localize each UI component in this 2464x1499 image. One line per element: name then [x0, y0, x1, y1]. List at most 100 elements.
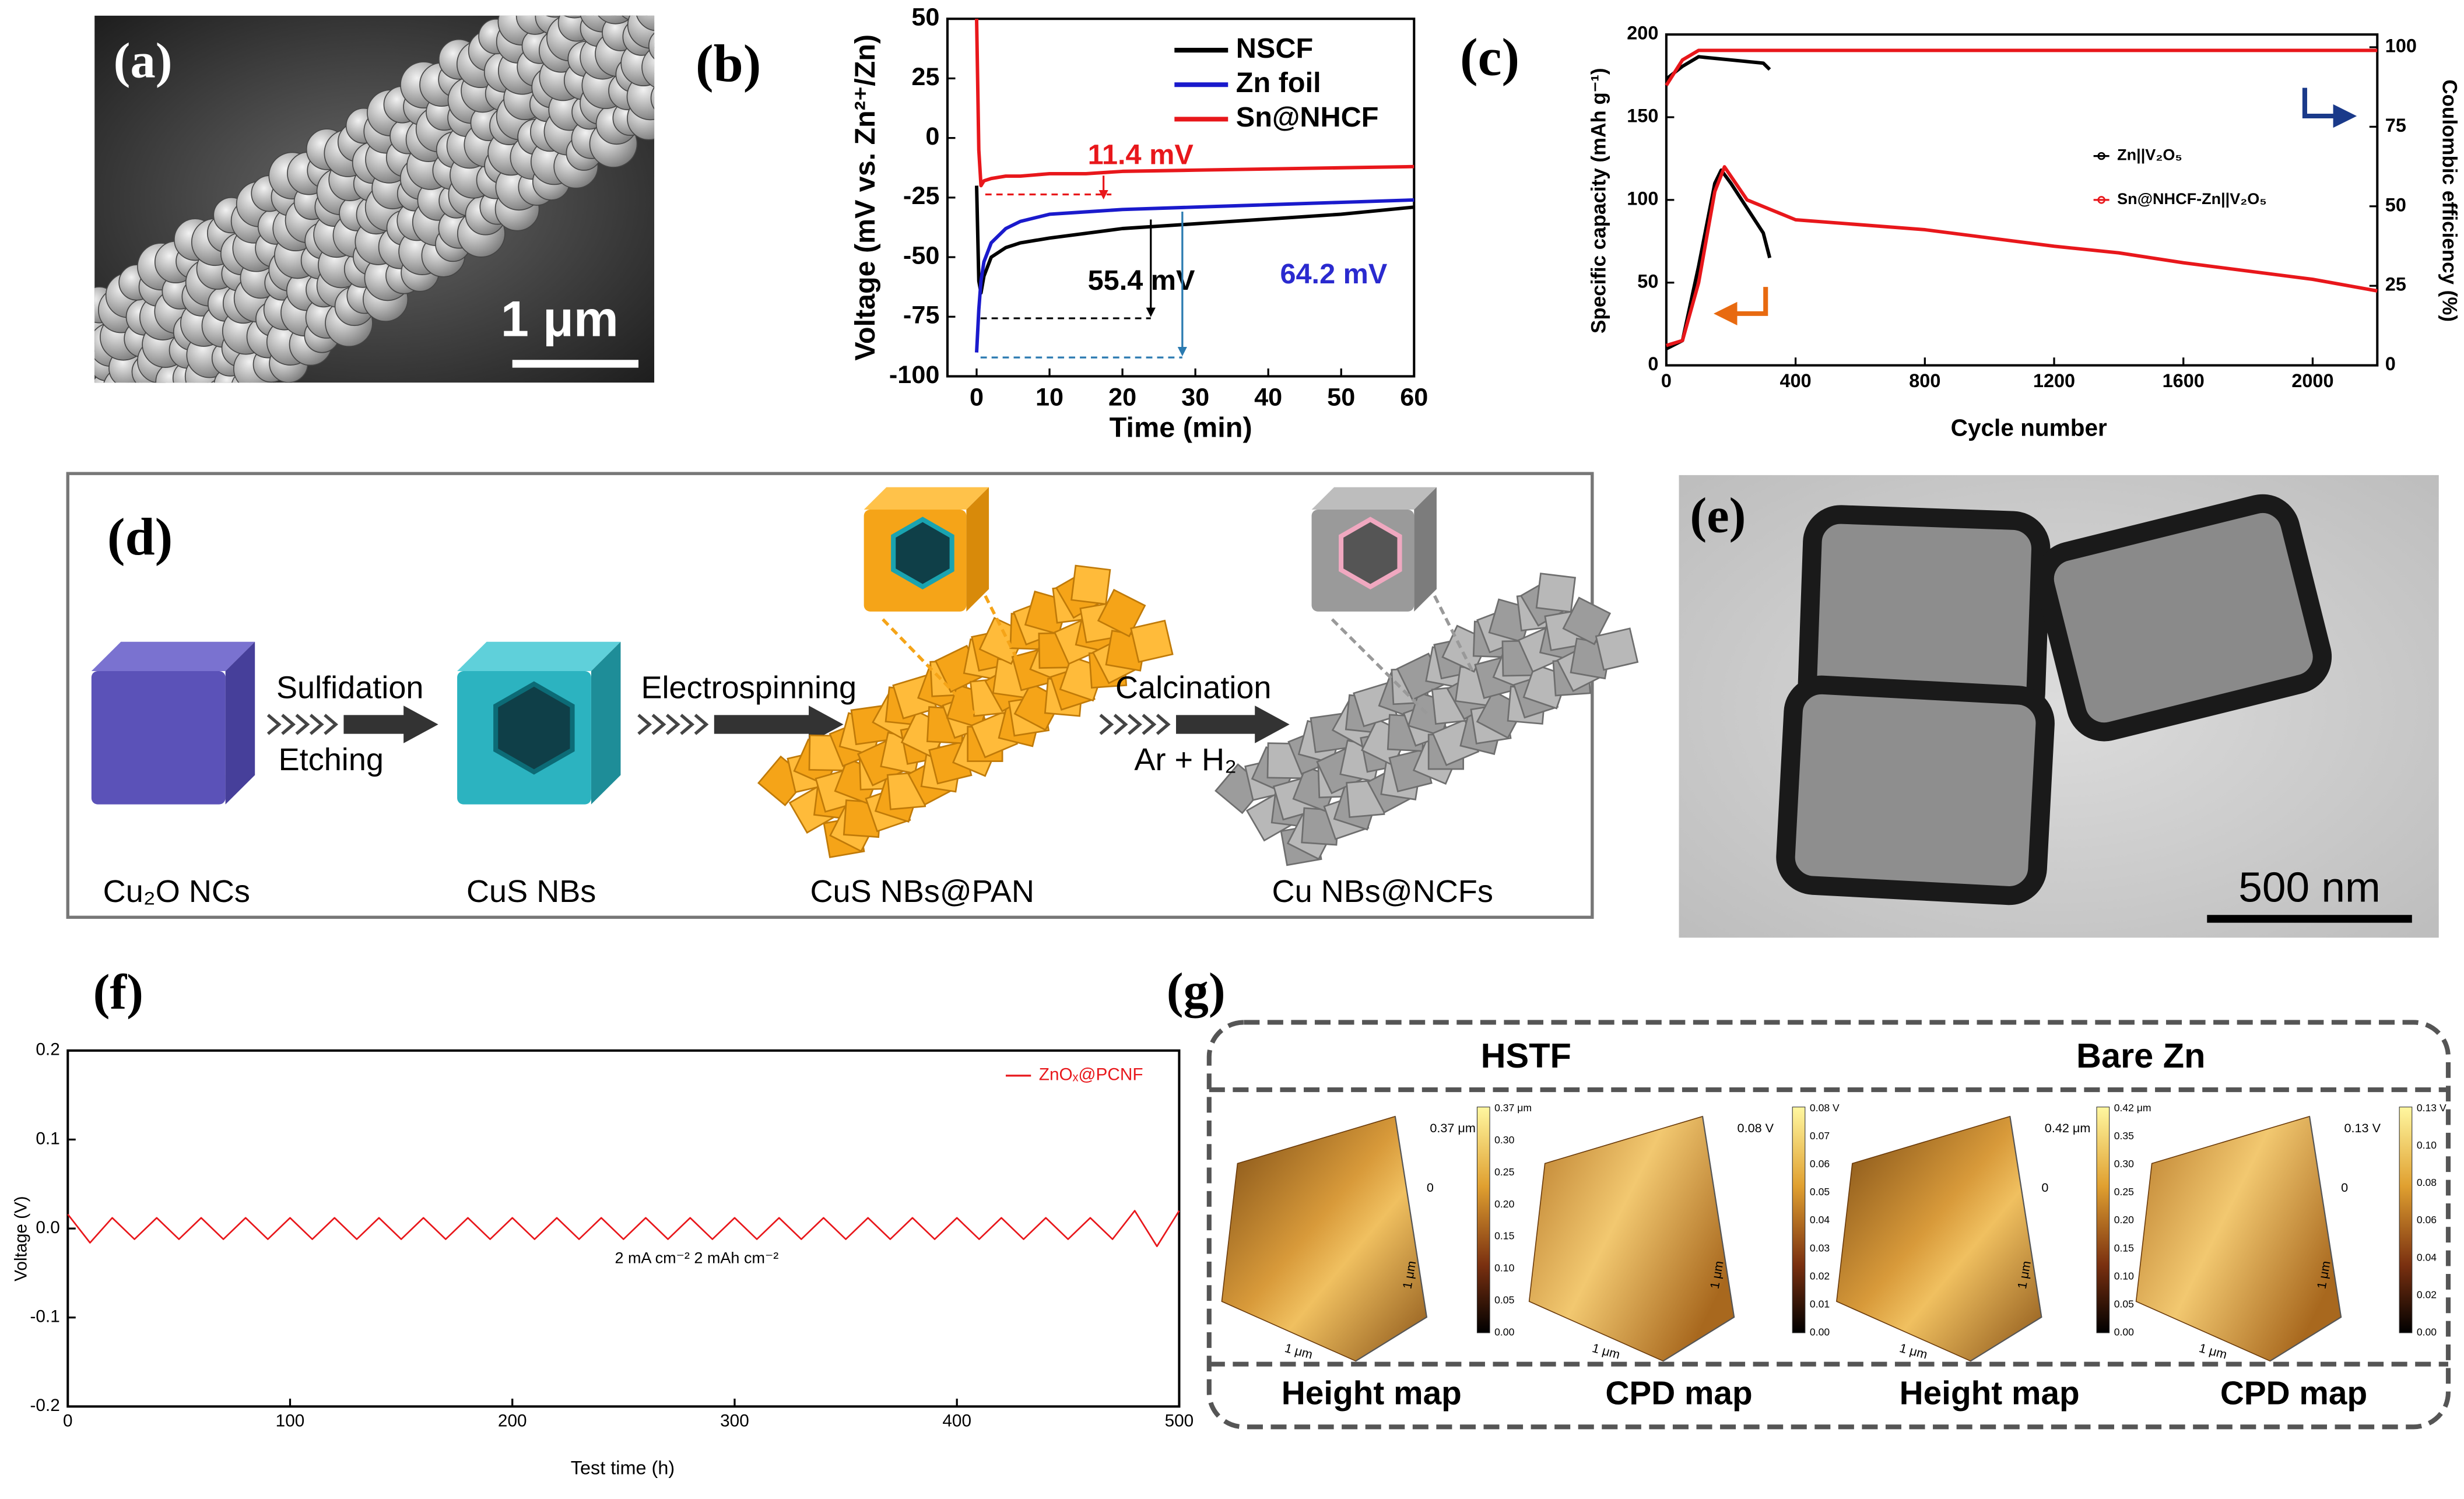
chevron [665, 714, 680, 735]
series-line [975, 198, 1414, 353]
colorbar-label: 0.05 [1810, 1186, 1830, 1198]
colorbar-label: 0.25 [2114, 1186, 2134, 1198]
x-tick-label: 1200 [2033, 370, 2075, 391]
chevron [266, 714, 282, 735]
x-tick-label: 100 [276, 1412, 305, 1431]
x-tick-label: 200 [498, 1412, 527, 1431]
surface [1836, 1115, 2042, 1362]
axis-arrow [2302, 87, 2357, 128]
legend-marker [2097, 196, 2105, 204]
nanobox [2035, 494, 2332, 742]
cube-side [966, 487, 989, 612]
particle [42, 308, 85, 351]
y-tick-label: -0.2 [30, 1396, 59, 1415]
colorbar [1476, 1107, 1490, 1333]
fiber-cube [1070, 564, 1111, 605]
colorbar-label: 0.15 [2114, 1242, 2134, 1254]
y-tick-label: 50 [911, 3, 939, 31]
annotation: 55.4 mV [1088, 265, 1196, 296]
x-tick-label: 400 [942, 1412, 971, 1431]
stage-label: CuS NBs@PAN [810, 874, 1034, 909]
colorbar-label: 0.05 [2114, 1298, 2134, 1310]
cube-hole [891, 517, 954, 589]
x-tick-label: 50 [1327, 384, 1355, 412]
z-label: 0 [2341, 1180, 2348, 1195]
chevron [694, 714, 709, 735]
particle [563, 15, 585, 19]
chevron [309, 714, 324, 735]
x-tick-label: 1600 [2163, 370, 2205, 391]
colorbar-label: 0.04 [2417, 1251, 2437, 1263]
x-tick-label: 0 [63, 1412, 73, 1431]
panel-label: (g) [1167, 963, 1226, 1019]
series-line [975, 19, 1414, 188]
plot-frame [946, 17, 1416, 378]
y-tick-label: 100 [1627, 188, 1658, 209]
y-tick-label: 0 [1648, 353, 1658, 374]
axis-label: 1 μm [2198, 1340, 2228, 1362]
cube-top [864, 487, 989, 510]
particle [650, 86, 655, 110]
colorbar-label: 0.01 [1810, 1298, 1830, 1310]
particle [135, 409, 182, 456]
x-tick-label: 800 [1909, 370, 1940, 391]
legend-label: ZnOₓ@PCNF [1039, 1065, 1143, 1084]
sem-particles [42, 15, 655, 473]
tem-particles [1776, 494, 2332, 905]
step-label: Ar + H₂ [1134, 742, 1237, 777]
colorbar-label: 0.00 [2417, 1326, 2437, 1338]
particle [210, 378, 236, 383]
colorbar [2096, 1107, 2110, 1333]
y2-tick-label: 50 [2385, 194, 2406, 215]
z-label: 0.08 V [1738, 1121, 1774, 1135]
fiber-cube [1595, 627, 1639, 671]
particle [157, 413, 199, 454]
z-label: 0 [2041, 1180, 2048, 1195]
cube-top [457, 641, 621, 672]
axis-label: 1 μm [1591, 1340, 1621, 1362]
y-tick-label: 50 [1637, 271, 1658, 292]
chevron [324, 714, 339, 735]
y-tick-label: -50 [903, 242, 940, 270]
legend-label: Sn@NHCF-Zn||V₂O₅ [2117, 190, 2267, 208]
afm-maps: Height map 0.37 μm 0 1 μm 1 μm 0.37 μm 0.30 0.2… [1221, 1102, 2447, 1411]
x-tick-label: 500 [1165, 1412, 1194, 1431]
annotation: 2 mA cm⁻² 2 mAh cm⁻² [615, 1249, 778, 1267]
x-tick-label: 2000 [2291, 370, 2333, 391]
y-tick-label: 0.2 [36, 1040, 59, 1059]
y-tick-label: 25 [911, 63, 939, 91]
fiber-cube [1562, 596, 1612, 645]
step-label: Sulfidation [276, 670, 423, 705]
colorbar-label: 0.10 [2417, 1139, 2437, 1151]
scale-bar-label: 1 μm [501, 292, 619, 347]
nanobox [1776, 675, 2055, 905]
colorbar-label: 0.06 [2417, 1214, 2437, 1226]
zoom-line [882, 618, 975, 715]
arrow [1176, 705, 1290, 743]
colorbar-label: 0.03 [1810, 1242, 1830, 1254]
chevron [1128, 714, 1142, 735]
z-label: 0.13 V [2344, 1121, 2381, 1135]
x-axis-label: Time (min) [1110, 412, 1252, 444]
x-tick-label: 60 [1400, 384, 1428, 412]
chevron [680, 714, 695, 735]
particle [138, 434, 177, 473]
legend-marker [2097, 152, 2105, 160]
colorbar-label: 0.02 [1810, 1270, 1830, 1282]
diagram-shapes [91, 487, 1639, 866]
panel-label: (f) [93, 964, 143, 1020]
zoom-line [1331, 618, 1428, 715]
cube-side [225, 641, 255, 805]
y-axis-label: Specific capacity (mAh g⁻¹) [1588, 68, 1610, 333]
y-tick-label: 0.1 [36, 1129, 59, 1148]
surface [2135, 1115, 2342, 1362]
panel-label: (c) [1460, 27, 1519, 87]
series-line [1665, 168, 1772, 350]
chevron [1142, 714, 1157, 735]
chart: 0 100 200 300 400 500 -0.2 -0.1 0.0 0.1 0.2 (f) Test… [12, 964, 1194, 1478]
series-line [1665, 48, 2378, 87]
charts: 0 10 20 30 40 50 60 -100 -75 -50 -25 0 25 50 (b) Time (… [12, 3, 2461, 1479]
surface [1528, 1115, 1735, 1362]
y-tick-label: -0.1 [30, 1307, 59, 1326]
